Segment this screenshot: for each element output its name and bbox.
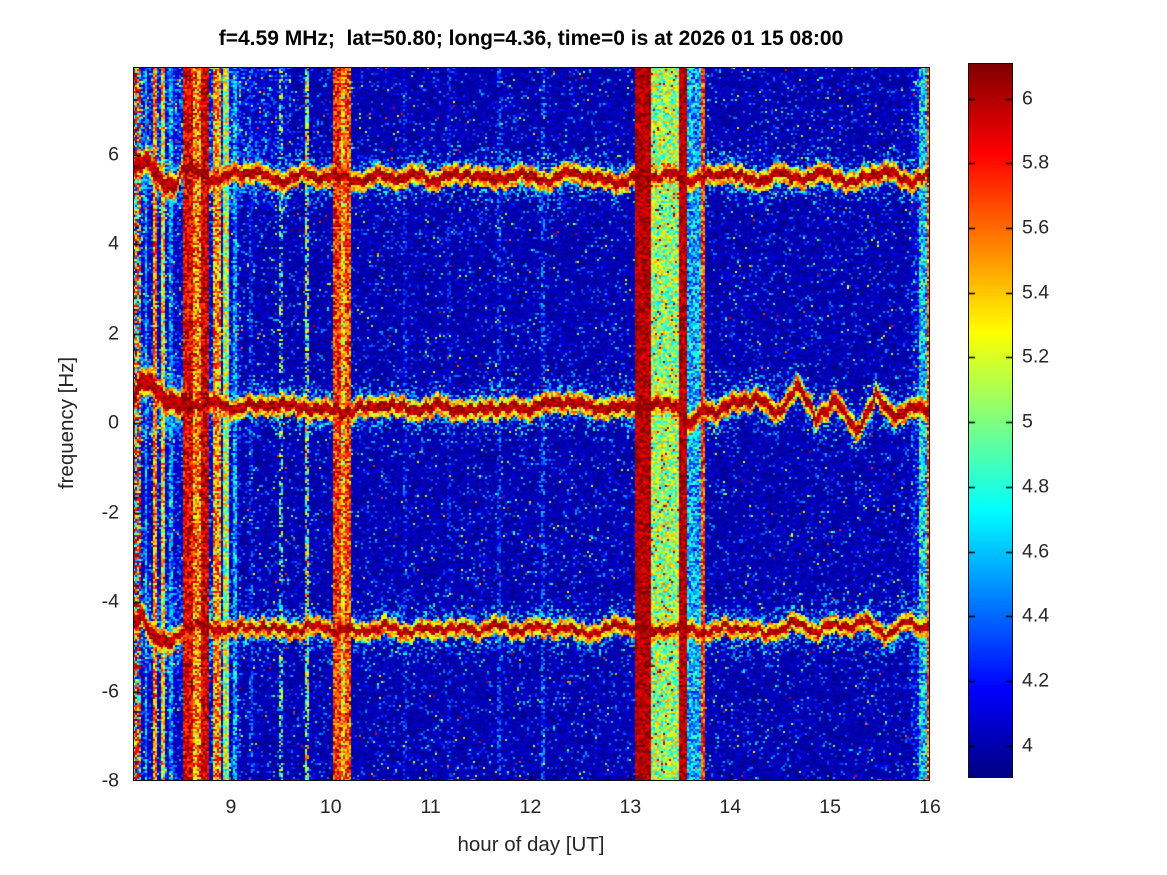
x-tick-label: 14 <box>719 796 742 818</box>
x-tick-label: 12 <box>519 796 542 818</box>
y-tick-label: 0 <box>108 411 119 434</box>
x-tick-label: 15 <box>819 796 841 818</box>
x-tick-label: 10 <box>319 796 342 818</box>
x-tick-label: 13 <box>619 796 642 818</box>
y-tick-label: -8 <box>101 769 119 792</box>
x-tick-label: 11 <box>420 796 441 818</box>
colorbar-tick-label: 4.4 <box>1022 604 1050 627</box>
y-tick-label: -4 <box>101 590 119 613</box>
colorbar-tick-label: 4.8 <box>1022 475 1050 498</box>
colorbar-tick-label: 4.2 <box>1022 669 1050 692</box>
colorbar-tick-label: 6 <box>1022 87 1033 110</box>
y-tick-label: 2 <box>108 322 119 345</box>
colorbar-tick-label: 5 <box>1022 410 1033 433</box>
y-tick-label: -2 <box>101 501 119 524</box>
colorbar-tick-label: 5.6 <box>1022 216 1050 239</box>
colorbar-tick-label: 5.2 <box>1022 345 1050 368</box>
colorbar-tick-label: 4 <box>1022 734 1033 757</box>
x-tick-label: 16 <box>919 796 941 818</box>
x-axis-label: hour of day [UT] <box>457 833 605 856</box>
spectrogram-heatmap <box>133 67 930 781</box>
y-tick-label: 4 <box>108 232 119 255</box>
y-tick-label: 6 <box>108 143 119 166</box>
colorbar <box>968 63 1013 778</box>
colorbar-tick-label: 4.6 <box>1022 540 1050 563</box>
x-tick-label: 9 <box>225 796 237 818</box>
chart-title: f=4.59 MHz; lat=50.80; long=4.36, time=0… <box>218 27 844 50</box>
y-tick-label: -6 <box>101 680 119 703</box>
colorbar-tick-label: 5.4 <box>1022 281 1050 304</box>
colorbar-tick-label: 5.8 <box>1022 151 1050 174</box>
